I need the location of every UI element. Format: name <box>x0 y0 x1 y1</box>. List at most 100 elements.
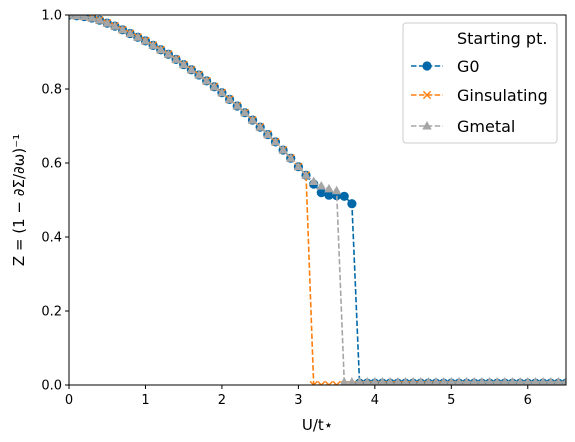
legend-label-ginsulating: Ginsulating <box>457 86 548 105</box>
x-axis-label: U/t⋆ <box>302 416 333 434</box>
marker-gmetal-28 <box>278 145 288 154</box>
marker-gmetal-57 <box>500 377 510 385</box>
axes-frame <box>68 14 567 386</box>
marker-gmetal-24 <box>247 115 258 124</box>
marker-gmetal-48 <box>431 377 441 385</box>
marker-gmetal-8 <box>125 28 135 37</box>
marker-gmetal-11 <box>148 40 158 49</box>
marker-gmetal-7 <box>117 24 128 34</box>
x-tick-label: 4 <box>371 393 379 408</box>
marker-gmetal-22 <box>232 101 242 110</box>
marker-gmetal-51 <box>454 377 464 385</box>
y-tick-label: 0.2 <box>41 305 62 320</box>
marker-gmetal-13 <box>163 49 174 58</box>
marker-gmetal-30 <box>293 161 304 171</box>
x-tick-label: 3 <box>294 393 302 408</box>
marker-gmetal-50 <box>446 377 456 385</box>
marker-gmetal-1 <box>71 15 82 20</box>
marker-gmetal-39 <box>362 377 372 385</box>
y-tick-label: 0.4 <box>41 231 62 246</box>
marker-g0-37 <box>347 199 357 209</box>
marker-gmetal-63 <box>546 377 556 385</box>
marker-ginsulating-32 <box>309 380 318 385</box>
marker-gmetal-16 <box>186 64 197 74</box>
legend-title: Starting pt. <box>457 29 547 48</box>
marker-gmetal-25 <box>255 122 265 131</box>
y-tick-label: 0.6 <box>41 157 62 172</box>
marker-gmetal-18 <box>201 75 212 85</box>
marker-gmetal-15 <box>178 59 189 69</box>
legend-label-gmetal: Gmetal <box>457 117 515 136</box>
marker-gmetal-47 <box>423 377 433 385</box>
marker-gmetal-3 <box>87 15 97 22</box>
axes: 0 1 2 3 4 5 6 0.0 0.2 0.4 0.6 0.8 1.0 U/t⋆ Z = (1 − ∂Σ… <box>10 9 567 434</box>
plot-area <box>69 15 566 385</box>
marker-gmetal-34 <box>324 183 334 193</box>
marker-ginsulating-33 <box>317 380 326 385</box>
marker-gmetal-60 <box>523 377 533 385</box>
marker-gmetal-64 <box>553 377 563 385</box>
marker-gmetal-38 <box>355 377 365 385</box>
marker-gmetal-36 <box>339 377 349 385</box>
marker-gmetal-2 <box>79 15 90 20</box>
marker-gmetal-49 <box>439 377 449 385</box>
y-axis-label: Z = (1 − ∂Σ/∂ω)⁻¹ <box>10 134 28 266</box>
marker-gmetal-33 <box>316 180 327 190</box>
marker-gmetal-19 <box>209 81 220 91</box>
marker-gmetal-14 <box>171 54 181 63</box>
legend-marker-gmetal <box>422 121 432 130</box>
legend-marker-ginsulating <box>422 90 432 100</box>
marker-gmetal-40 <box>370 377 380 385</box>
x-tick-label: 2 <box>218 393 226 408</box>
marker-ginsulating-35 <box>332 380 341 385</box>
marker-gmetal-53 <box>469 377 479 385</box>
legend-marker-g0 <box>422 61 432 71</box>
marker-gmetal-62 <box>538 377 548 385</box>
marker-gmetal-32 <box>308 176 319 185</box>
marker-gmetal-45 <box>408 377 418 385</box>
marker-gmetal-21 <box>224 94 235 103</box>
marker-gmetal-56 <box>492 377 502 385</box>
marker-gmetal-58 <box>508 377 517 385</box>
marker-gmetal-9 <box>133 32 143 41</box>
marker-gmetal-46 <box>416 377 426 385</box>
legend-label-g0: G0 <box>457 57 480 76</box>
marker-gmetal-23 <box>240 107 250 117</box>
marker-gmetal-42 <box>385 377 395 385</box>
marker-g0-34 <box>324 190 334 200</box>
marker-gmetal-35 <box>331 185 342 195</box>
marker-gmetal-55 <box>485 377 494 385</box>
marker-gmetal-43 <box>393 377 403 385</box>
marker-gmetal-29 <box>285 153 296 162</box>
marker-gmetal-20 <box>217 87 227 97</box>
x-tick-label: 5 <box>447 393 455 408</box>
y-tick-label: 0.0 <box>41 379 62 394</box>
marker-gmetal-12 <box>156 44 166 54</box>
marker-g0-33 <box>316 188 326 198</box>
marker-gmetal-26 <box>263 129 273 139</box>
marker-gmetal-65 <box>561 377 566 385</box>
marker-gmetal-17 <box>194 69 204 79</box>
marker-gmetal-61 <box>530 377 540 385</box>
x-tick-label: 1 <box>141 393 149 408</box>
marker-gmetal-37 <box>347 377 357 385</box>
legend: Starting pt. G0 Ginsulating Gmetal <box>402 22 558 144</box>
x-tick-label: 0 <box>65 393 73 408</box>
legend-box <box>402 22 558 144</box>
x-tick-label: 6 <box>524 393 532 408</box>
y-tick-label: 1.0 <box>41 9 62 24</box>
marker-g0-36 <box>339 191 349 201</box>
marker-gmetal-54 <box>477 377 487 385</box>
y-tick-label: 0.8 <box>41 83 62 98</box>
marker-gmetal-44 <box>400 377 410 385</box>
marker-gmetal-0 <box>69 15 74 19</box>
marker-gmetal-5 <box>102 18 112 27</box>
marker-gmetal-31 <box>301 170 311 179</box>
marker-gmetal-59 <box>515 377 525 385</box>
marker-gmetal-4 <box>94 15 105 24</box>
marker-gmetal-6 <box>110 21 120 30</box>
marker-gmetal-41 <box>378 377 387 385</box>
marker-gmetal-10 <box>140 35 151 45</box>
marker-gmetal-27 <box>270 136 281 146</box>
